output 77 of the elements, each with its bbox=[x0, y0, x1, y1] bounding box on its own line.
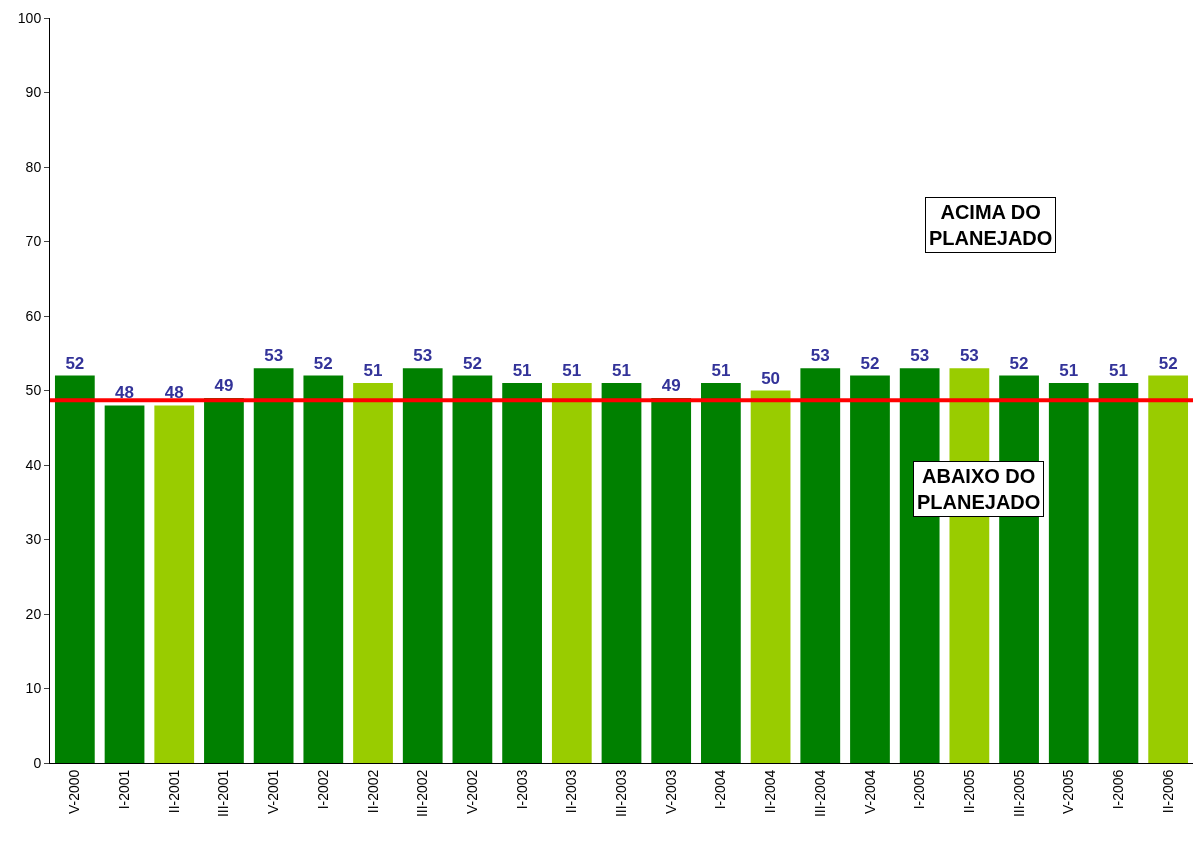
bar bbox=[800, 368, 841, 763]
x-tick-label: V-2003 bbox=[662, 769, 679, 814]
bar bbox=[54, 375, 95, 763]
y-tick-label: 50 bbox=[25, 382, 42, 399]
bar bbox=[154, 405, 195, 763]
bar bbox=[253, 368, 294, 763]
data-label: 48 bbox=[164, 383, 184, 403]
data-label: 49 bbox=[214, 375, 234, 395]
data-label: 49 bbox=[661, 375, 681, 395]
bar bbox=[601, 383, 642, 763]
data-label: 53 bbox=[264, 346, 284, 366]
x-tick-label: V-2001 bbox=[265, 769, 282, 814]
x-tick-label: III-2002 bbox=[414, 769, 431, 818]
x-tick-label: I-2004 bbox=[712, 769, 729, 810]
data-label: 51 bbox=[512, 361, 532, 381]
bar bbox=[551, 383, 592, 763]
x-tick-label: V-2005 bbox=[1060, 769, 1077, 814]
bar bbox=[1098, 383, 1139, 763]
x-tick-label: I-2003 bbox=[513, 769, 530, 810]
x-tick-label: III-2004 bbox=[811, 769, 828, 818]
data-label: 52 bbox=[1158, 353, 1178, 373]
x-tick-label: I-2006 bbox=[1110, 769, 1127, 810]
bar bbox=[353, 383, 393, 763]
x-tick-label: II-2001 bbox=[165, 769, 182, 814]
x-tick-label: II-2005 bbox=[960, 769, 977, 814]
bar bbox=[1048, 383, 1089, 763]
data-label: 51 bbox=[363, 361, 383, 381]
data-label: 52 bbox=[1009, 353, 1029, 373]
data-label: 53 bbox=[810, 346, 830, 366]
x-tick-label: V-2004 bbox=[861, 769, 878, 814]
annotation: ABAIXO DO PLANEJADO bbox=[917, 465, 1041, 513]
x-tick-label: II-2002 bbox=[364, 769, 381, 814]
y-tick-label: 100 bbox=[17, 9, 42, 26]
x-tick-label: II-2004 bbox=[762, 769, 779, 814]
data-label: 52 bbox=[860, 353, 880, 373]
y-tick-label: 30 bbox=[25, 531, 42, 548]
bar bbox=[850, 375, 890, 763]
x-tick-label: I-2002 bbox=[314, 769, 331, 810]
data-label: 52 bbox=[462, 353, 482, 373]
data-label: 53 bbox=[959, 346, 979, 366]
data-label: 50 bbox=[761, 368, 781, 388]
data-label: 51 bbox=[1059, 361, 1079, 381]
x-tick-label: III-2001 bbox=[215, 769, 232, 818]
bar bbox=[303, 375, 344, 763]
data-label: 53 bbox=[413, 346, 433, 366]
y-tick-label: 0 bbox=[33, 754, 42, 771]
data-label: 51 bbox=[562, 361, 582, 381]
x-tick-label: III-2003 bbox=[613, 769, 630, 818]
y-tick-label: 70 bbox=[25, 233, 42, 250]
y-tick-label: 90 bbox=[25, 84, 42, 101]
y-tick-label: 60 bbox=[25, 307, 42, 324]
x-tick-label: V-2002 bbox=[463, 769, 480, 814]
y-tick-label: 20 bbox=[25, 605, 42, 622]
x-tick-label: II-2006 bbox=[1159, 769, 1176, 814]
bar bbox=[750, 390, 791, 763]
x-tick-label: V-2000 bbox=[66, 769, 83, 814]
bar bbox=[452, 375, 493, 763]
y-tick-label: 10 bbox=[25, 680, 42, 697]
x-tick-label: I-2005 bbox=[911, 769, 928, 810]
bar bbox=[1148, 375, 1189, 763]
data-label: 51 bbox=[711, 361, 731, 381]
x-tick-label: III-2005 bbox=[1010, 769, 1027, 818]
data-label: 53 bbox=[910, 346, 930, 366]
y-tick-label: 40 bbox=[25, 456, 42, 473]
annotation: ACIMA DO PLANEJADO bbox=[929, 201, 1053, 249]
bar bbox=[104, 405, 145, 763]
y-tick-label: 80 bbox=[25, 158, 42, 175]
data-label: 51 bbox=[1108, 361, 1128, 381]
x-tick-label: I-2001 bbox=[116, 769, 133, 810]
data-label: 48 bbox=[115, 383, 135, 403]
data-label: 51 bbox=[612, 361, 631, 381]
bar bbox=[701, 383, 741, 763]
bar bbox=[502, 383, 542, 763]
data-label: 52 bbox=[313, 353, 333, 373]
data-label: 52 bbox=[65, 353, 85, 373]
bar bbox=[402, 368, 443, 763]
x-tick-label: II-2003 bbox=[563, 769, 580, 814]
